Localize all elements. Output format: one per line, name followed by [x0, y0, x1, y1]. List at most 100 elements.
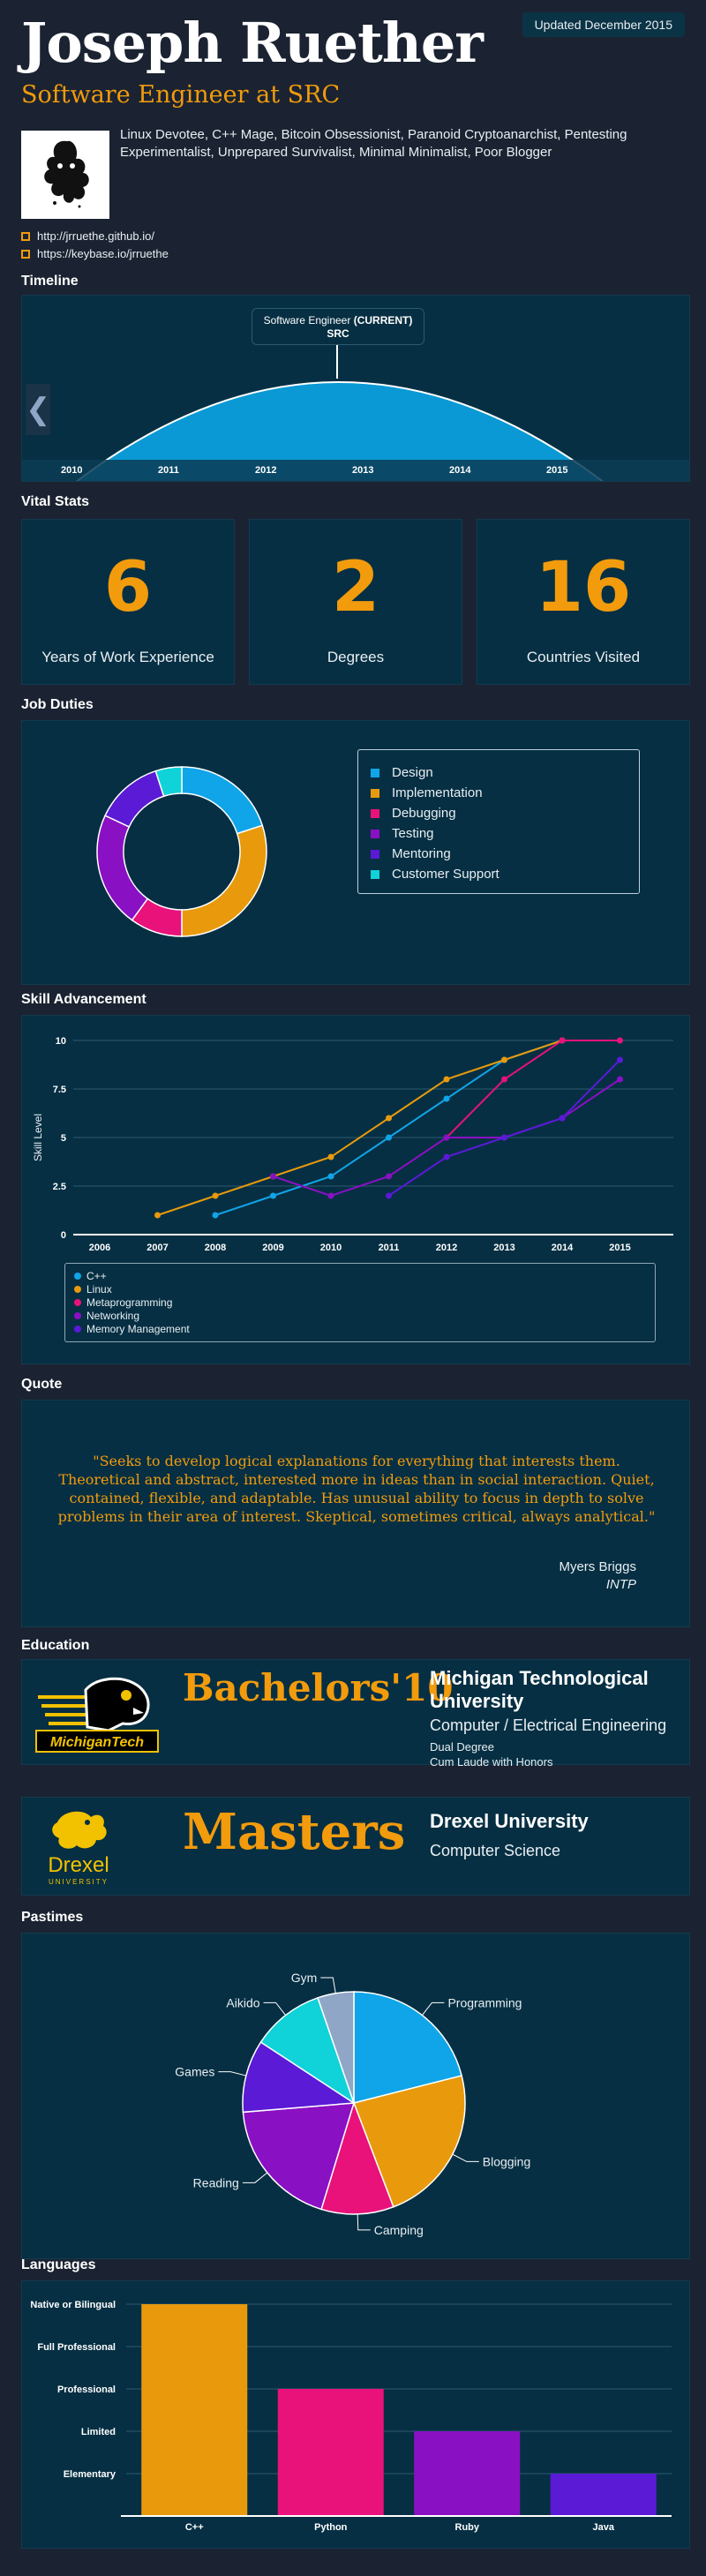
- updated-badge: Updated December 2015: [522, 12, 685, 37]
- timeline-year: 2010: [61, 465, 83, 476]
- timeline-prev-button[interactable]: ❮: [26, 384, 51, 435]
- series-line: [157, 1040, 563, 1216]
- legend-item[interactable]: Debugging: [371, 803, 639, 823]
- pie-label: Blogging: [483, 2154, 531, 2168]
- pie-slice-gym[interactable]: [317, 1991, 355, 2104]
- pie-label: Camping: [374, 2223, 424, 2237]
- timeline-year: 2012: [255, 465, 277, 476]
- bar-cpp[interactable]: [141, 2304, 248, 2516]
- data-point[interactable]: [443, 1153, 450, 1160]
- section-job-duties: Job Duties: [21, 697, 94, 712]
- data-point[interactable]: [617, 1056, 623, 1063]
- data-point[interactable]: [617, 1037, 623, 1044]
- drexel-logo: Drexel UNIVERSITY: [36, 1805, 121, 1889]
- pie-leader-line: [218, 2071, 246, 2077]
- legend-item[interactable]: Linux: [74, 1282, 655, 1296]
- legend-swatch: [371, 849, 379, 859]
- pie-slice-blogging[interactable]: [352, 2075, 466, 2208]
- skill-legend: C++ Linux Metaprogramming Networking Memory …: [64, 1263, 656, 1342]
- data-point[interactable]: [501, 1056, 507, 1063]
- legend-item[interactable]: Networking: [74, 1309, 655, 1322]
- x-tick-label: Python: [314, 2522, 348, 2533]
- data-point[interactable]: [617, 1076, 623, 1083]
- data-point[interactable]: [443, 1134, 450, 1141]
- legend-item[interactable]: Metaprogramming: [74, 1296, 655, 1309]
- stat-card-degrees: 2 Degrees: [249, 519, 462, 685]
- stat-value: 2: [331, 548, 380, 627]
- data-point[interactable]: [212, 1212, 219, 1219]
- legend-item[interactable]: Implementation: [371, 783, 639, 803]
- legend-label: Memory Management: [86, 1322, 190, 1335]
- y-tick-label: Native or Bilingual: [30, 2300, 116, 2310]
- link-keybase[interactable]: https://keybase.io/jrruethe: [21, 247, 169, 260]
- donut-slice-customer-support[interactable]: [154, 766, 183, 798]
- data-point[interactable]: [327, 1192, 334, 1199]
- data-point[interactable]: [443, 1095, 450, 1102]
- link-keybase-text: https://keybase.io/jrruethe: [37, 247, 169, 260]
- legend-swatch: [371, 829, 379, 838]
- data-point[interactable]: [443, 1076, 450, 1083]
- data-point[interactable]: [501, 1134, 507, 1141]
- legend-item[interactable]: Testing: [371, 823, 639, 844]
- degree-title: Bachelors'10: [183, 1666, 454, 1709]
- stat-card-countries: 16 Countries Visited: [477, 519, 690, 685]
- data-point[interactable]: [327, 1173, 334, 1180]
- donut-slice-implementation[interactable]: [181, 824, 267, 937]
- section-vital-stats: Vital Stats: [21, 494, 90, 509]
- data-point[interactable]: [501, 1076, 507, 1083]
- section-languages: Languages: [21, 2257, 96, 2272]
- bar-java[interactable]: [550, 2474, 657, 2516]
- skill-panel: 0 2.5 5 7.5 10 2006 2007 2008 2009 2010 2011 2012 20…: [21, 1015, 690, 1364]
- timeline-tooltip: Software Engineer (CURRENT) SRC: [252, 308, 424, 345]
- data-point[interactable]: [327, 1153, 334, 1160]
- donut-slice-mentoring[interactable]: [104, 770, 165, 828]
- y-tick-label: 10: [56, 1036, 66, 1047]
- legend-item[interactable]: C++: [74, 1269, 655, 1282]
- donut-slice-testing[interactable]: [96, 815, 149, 921]
- data-point[interactable]: [559, 1115, 566, 1122]
- legend-swatch: [74, 1325, 81, 1333]
- data-point[interactable]: [270, 1173, 276, 1180]
- timeline-panel: Software Engineer (CURRENT) SRC ❮ 2010 2…: [21, 295, 690, 482]
- legend-item[interactable]: Customer Support: [371, 864, 639, 884]
- bar-ruby[interactable]: [414, 2431, 521, 2516]
- legend-item[interactable]: Memory Management: [74, 1322, 655, 1335]
- x-tick-label: 2009: [262, 1243, 283, 1253]
- data-point[interactable]: [386, 1192, 392, 1199]
- pie-slice-reading[interactable]: [242, 2102, 356, 2211]
- data-point[interactable]: [386, 1173, 392, 1180]
- link-website[interactable]: http://jrruethe.github.io/: [21, 229, 154, 243]
- legend-swatch: [74, 1285, 81, 1293]
- pie-label: Gym: [291, 1971, 318, 1985]
- bar-python[interactable]: [277, 2389, 384, 2516]
- data-point[interactable]: [559, 1037, 566, 1044]
- data-point[interactable]: [386, 1134, 392, 1141]
- legend-item[interactable]: Design: [371, 762, 639, 783]
- pie-label: Aikido: [226, 1995, 259, 2009]
- data-point[interactable]: [386, 1115, 392, 1122]
- page-title: Joseph Ruether: [21, 11, 484, 75]
- section-skill-advancement: Skill Advancement: [21, 992, 146, 1007]
- legend-swatch: [74, 1311, 81, 1319]
- pie-slice-games[interactable]: [242, 2041, 357, 2114]
- legend-swatch: [371, 788, 379, 798]
- data-point[interactable]: [212, 1192, 219, 1199]
- x-tick-label: 2014: [552, 1243, 574, 1253]
- degree-note: Dual Degree: [430, 1740, 494, 1754]
- data-point[interactable]: [270, 1192, 276, 1199]
- pie-slice-aikido[interactable]: [259, 1996, 356, 2105]
- school-name: Drexel University: [430, 1810, 589, 1832]
- donut-slice-design[interactable]: [181, 766, 264, 835]
- y-tick-label: 2.5: [53, 1182, 66, 1192]
- languages-panel: Elementary Limited Professional Full Profes…: [21, 2280, 690, 2549]
- drexel-logo-sub: UNIVERSITY: [49, 1878, 109, 1886]
- bio-text: Linux Devotee, C++ Mage, Bitcoin Obsessi…: [120, 127, 627, 160]
- legend-item[interactable]: Mentoring: [371, 844, 639, 864]
- data-point[interactable]: [154, 1212, 161, 1219]
- pastimes-panel: Programming Blogging Camping Reading Games Ai…: [21, 1933, 690, 2259]
- skill-line-chart: 0 2.5 5 7.5 10 2006 2007 2008 2009 2010 2011 2012 20…: [32, 1036, 673, 1253]
- pie-slice-programming[interactable]: [353, 1991, 463, 2104]
- pie-label: Programming: [447, 1995, 522, 2009]
- tooltip-title: Software Engineer: [263, 314, 351, 327]
- pie-slice-camping[interactable]: [320, 2100, 394, 2215]
